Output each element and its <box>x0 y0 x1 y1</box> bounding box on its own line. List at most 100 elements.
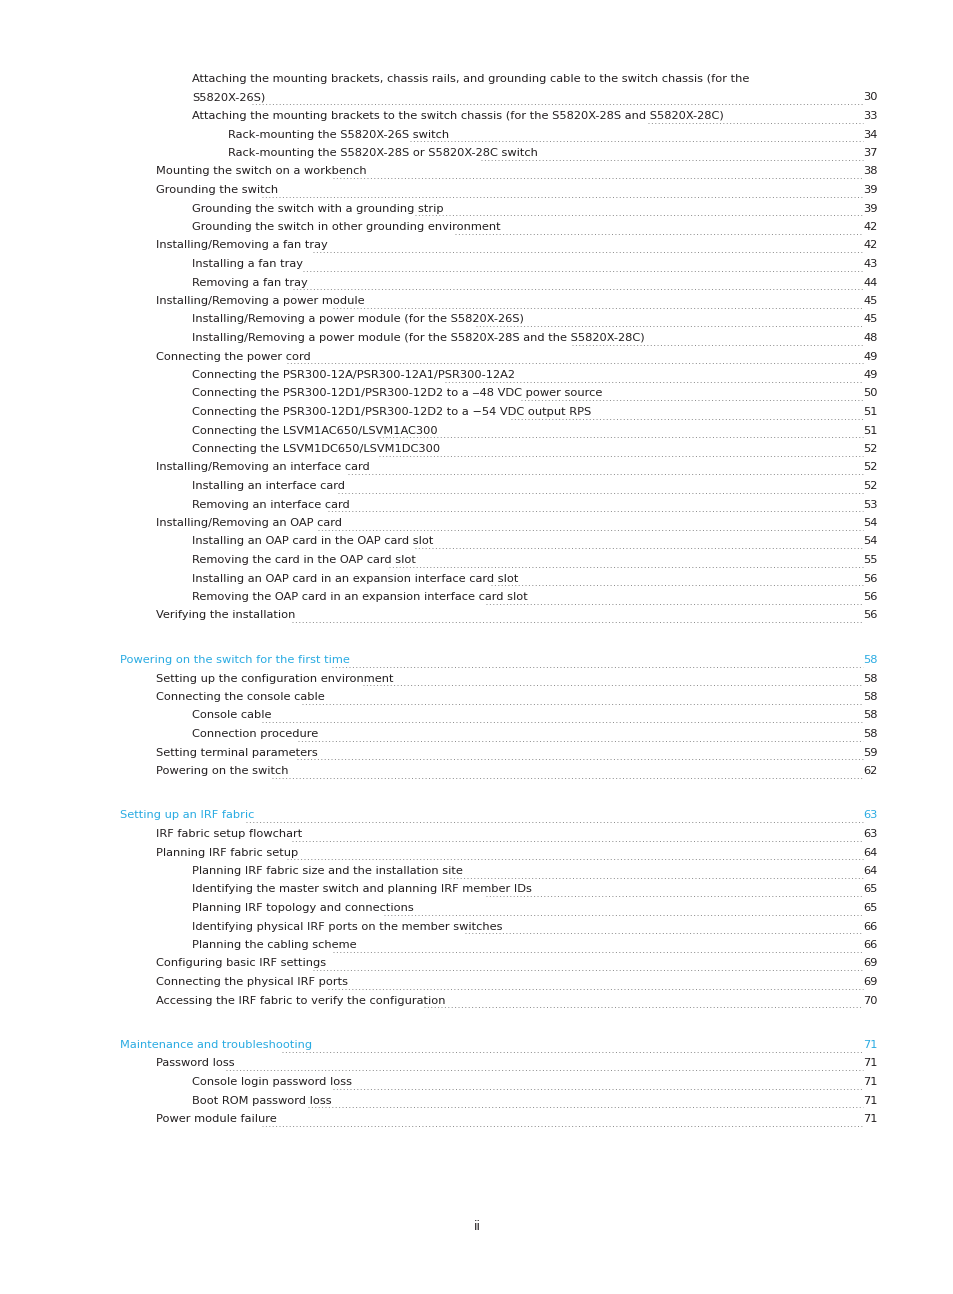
Text: 65: 65 <box>862 903 877 914</box>
Text: Planning IRF fabric setup: Planning IRF fabric setup <box>156 848 298 858</box>
Text: 42: 42 <box>862 223 877 232</box>
Text: Connecting the PSR300-12D1/PSR300-12D2 to a −54 VDC output RPS: Connecting the PSR300-12D1/PSR300-12D2 t… <box>192 408 591 417</box>
Text: Removing the card in the OAP card slot: Removing the card in the OAP card slot <box>192 555 416 565</box>
Text: 37: 37 <box>862 148 877 158</box>
Text: 52: 52 <box>862 444 877 454</box>
Text: ii: ii <box>473 1220 480 1233</box>
Text: 56: 56 <box>862 591 877 602</box>
Text: Connecting the LSVM1AC650/LSVM1AC300: Connecting the LSVM1AC650/LSVM1AC300 <box>192 426 437 436</box>
Text: 30: 30 <box>862 92 877 102</box>
Text: 71: 71 <box>862 1114 877 1124</box>
Text: Setting up the configuration environment: Setting up the configuration environment <box>156 673 393 683</box>
Text: 62: 62 <box>862 766 877 776</box>
Text: 39: 39 <box>862 203 877 214</box>
Text: 49: 49 <box>862 370 877 380</box>
Text: Mounting the switch on a workbench: Mounting the switch on a workbench <box>156 167 366 176</box>
Text: IRF fabric setup flowchart: IRF fabric setup flowchart <box>156 829 302 839</box>
Text: Installing/Removing a fan tray: Installing/Removing a fan tray <box>156 241 328 251</box>
Text: 52: 52 <box>862 462 877 472</box>
Text: 54: 54 <box>862 537 877 546</box>
Text: Installing/Removing a power module (for the S5820X-28S and the S5820X-28C): Installing/Removing a power module (for … <box>192 333 644 343</box>
Text: 50: 50 <box>862 388 877 399</box>
Text: 69: 69 <box>862 959 877 968</box>
Text: Planning IRF topology and connections: Planning IRF topology and connections <box>192 903 414 914</box>
Text: Connecting the console cable: Connecting the console cable <box>156 692 324 703</box>
Text: 64: 64 <box>862 866 877 876</box>
Text: Installing a fan tray: Installing a fan tray <box>192 259 303 269</box>
Text: 59: 59 <box>862 748 877 757</box>
Text: 70: 70 <box>862 995 877 1005</box>
Text: 71: 71 <box>862 1096 877 1105</box>
Text: 53: 53 <box>862 499 877 510</box>
Text: 45: 45 <box>862 296 877 305</box>
Text: Installing an interface card: Installing an interface card <box>192 481 345 490</box>
Text: 66: 66 <box>862 939 877 950</box>
Text: 69: 69 <box>862 977 877 987</box>
Text: 39: 39 <box>862 185 877 195</box>
Text: Attaching the mounting brackets, chassis rails, and grounding cable to the switc: Attaching the mounting brackets, chassis… <box>192 74 749 84</box>
Text: 58: 58 <box>862 729 877 739</box>
Text: 64: 64 <box>862 848 877 858</box>
Text: Connecting the PSR300-12D1/PSR300-12D2 to a ‒48 VDC power source: Connecting the PSR300-12D1/PSR300-12D2 t… <box>192 388 601 399</box>
Text: Planning the cabling scheme: Planning the cabling scheme <box>192 939 356 950</box>
Text: Console cable: Console cable <box>192 710 272 721</box>
Text: Grounding the switch with a grounding strip: Grounding the switch with a grounding st… <box>192 203 443 214</box>
Text: 56: 56 <box>862 611 877 621</box>
Text: Grounding the switch in other grounding environment: Grounding the switch in other grounding … <box>192 223 500 232</box>
Text: Installing/Removing a power module: Installing/Removing a power module <box>156 296 364 305</box>
Text: Removing an interface card: Removing an interface card <box>192 499 350 510</box>
Text: 54: 54 <box>862 518 877 528</box>
Text: Setting terminal parameters: Setting terminal parameters <box>156 748 317 757</box>
Text: Connecting the PSR300-12A/PSR300-12A1/PSR300-12A2: Connecting the PSR300-12A/PSR300-12A1/PS… <box>192 370 515 380</box>
Text: 33: 33 <box>862 111 877 122</box>
Text: Connecting the power cord: Connecting the power cord <box>156 352 311 361</box>
Text: Rack-mounting the S5820X-26S switch: Rack-mounting the S5820X-26S switch <box>228 129 449 140</box>
Text: 45: 45 <box>862 314 877 325</box>
Text: 48: 48 <box>862 333 877 343</box>
Text: Connecting the LSVM1DC650/LSVM1DC300: Connecting the LSVM1DC650/LSVM1DC300 <box>192 444 439 454</box>
Text: Password loss: Password loss <box>156 1058 234 1069</box>
Text: Identifying the master switch and planning IRF member IDs: Identifying the master switch and planni… <box>192 885 532 894</box>
Text: Maintenance and troubleshooting: Maintenance and troubleshooting <box>120 1040 312 1049</box>
Text: Console login password loss: Console login password loss <box>192 1077 352 1087</box>
Text: 49: 49 <box>862 352 877 361</box>
Text: Installing/Removing a power module (for the S5820X-26S): Installing/Removing a power module (for … <box>192 314 523 325</box>
Text: 51: 51 <box>862 426 877 436</box>
Text: 58: 58 <box>862 692 877 703</box>
Text: Rack-mounting the S5820X-28S or S5820X-28C switch: Rack-mounting the S5820X-28S or S5820X-2… <box>228 148 537 158</box>
Text: Removing the OAP card in an expansion interface card slot: Removing the OAP card in an expansion in… <box>192 591 527 602</box>
Text: 58: 58 <box>862 673 877 683</box>
Text: Configuring basic IRF settings: Configuring basic IRF settings <box>156 959 326 968</box>
Text: Boot ROM password loss: Boot ROM password loss <box>192 1096 332 1105</box>
Text: Grounding the switch: Grounding the switch <box>156 185 278 195</box>
Text: Powering on the switch for the first time: Powering on the switch for the first tim… <box>120 655 350 665</box>
Text: Connection procedure: Connection procedure <box>192 729 318 739</box>
Text: Installing/Removing an interface card: Installing/Removing an interface card <box>156 462 370 472</box>
Text: 71: 71 <box>862 1058 877 1069</box>
Text: Installing/Removing an OAP card: Installing/Removing an OAP card <box>156 518 341 528</box>
Text: Verifying the installation: Verifying the installation <box>156 611 295 621</box>
Text: Attaching the mounting brackets to the switch chassis (for the S5820X-28S and S5: Attaching the mounting brackets to the s… <box>192 111 723 122</box>
Text: Power module failure: Power module failure <box>156 1114 276 1124</box>
Text: 66: 66 <box>862 921 877 932</box>
Text: 63: 63 <box>862 810 877 820</box>
Text: 71: 71 <box>862 1040 877 1049</box>
Text: 56: 56 <box>862 573 877 584</box>
Text: 58: 58 <box>862 710 877 721</box>
Text: Setting up an IRF fabric: Setting up an IRF fabric <box>120 810 254 820</box>
Text: 52: 52 <box>862 481 877 490</box>
Text: Removing a fan tray: Removing a fan tray <box>192 277 308 287</box>
Text: 55: 55 <box>862 555 877 565</box>
Text: 63: 63 <box>862 829 877 839</box>
Text: 65: 65 <box>862 885 877 894</box>
Text: S5820X-26S): S5820X-26S) <box>192 92 265 102</box>
Text: 43: 43 <box>862 259 877 269</box>
Text: Identifying physical IRF ports on the member switches: Identifying physical IRF ports on the me… <box>192 921 502 932</box>
Text: Connecting the physical IRF ports: Connecting the physical IRF ports <box>156 977 348 987</box>
Text: Installing an OAP card in the OAP card slot: Installing an OAP card in the OAP card s… <box>192 537 433 546</box>
Text: Planning IRF fabric size and the installation site: Planning IRF fabric size and the install… <box>192 866 462 876</box>
Text: 71: 71 <box>862 1077 877 1087</box>
Text: Powering on the switch: Powering on the switch <box>156 766 288 776</box>
Text: 58: 58 <box>862 655 877 665</box>
Text: 51: 51 <box>862 408 877 417</box>
